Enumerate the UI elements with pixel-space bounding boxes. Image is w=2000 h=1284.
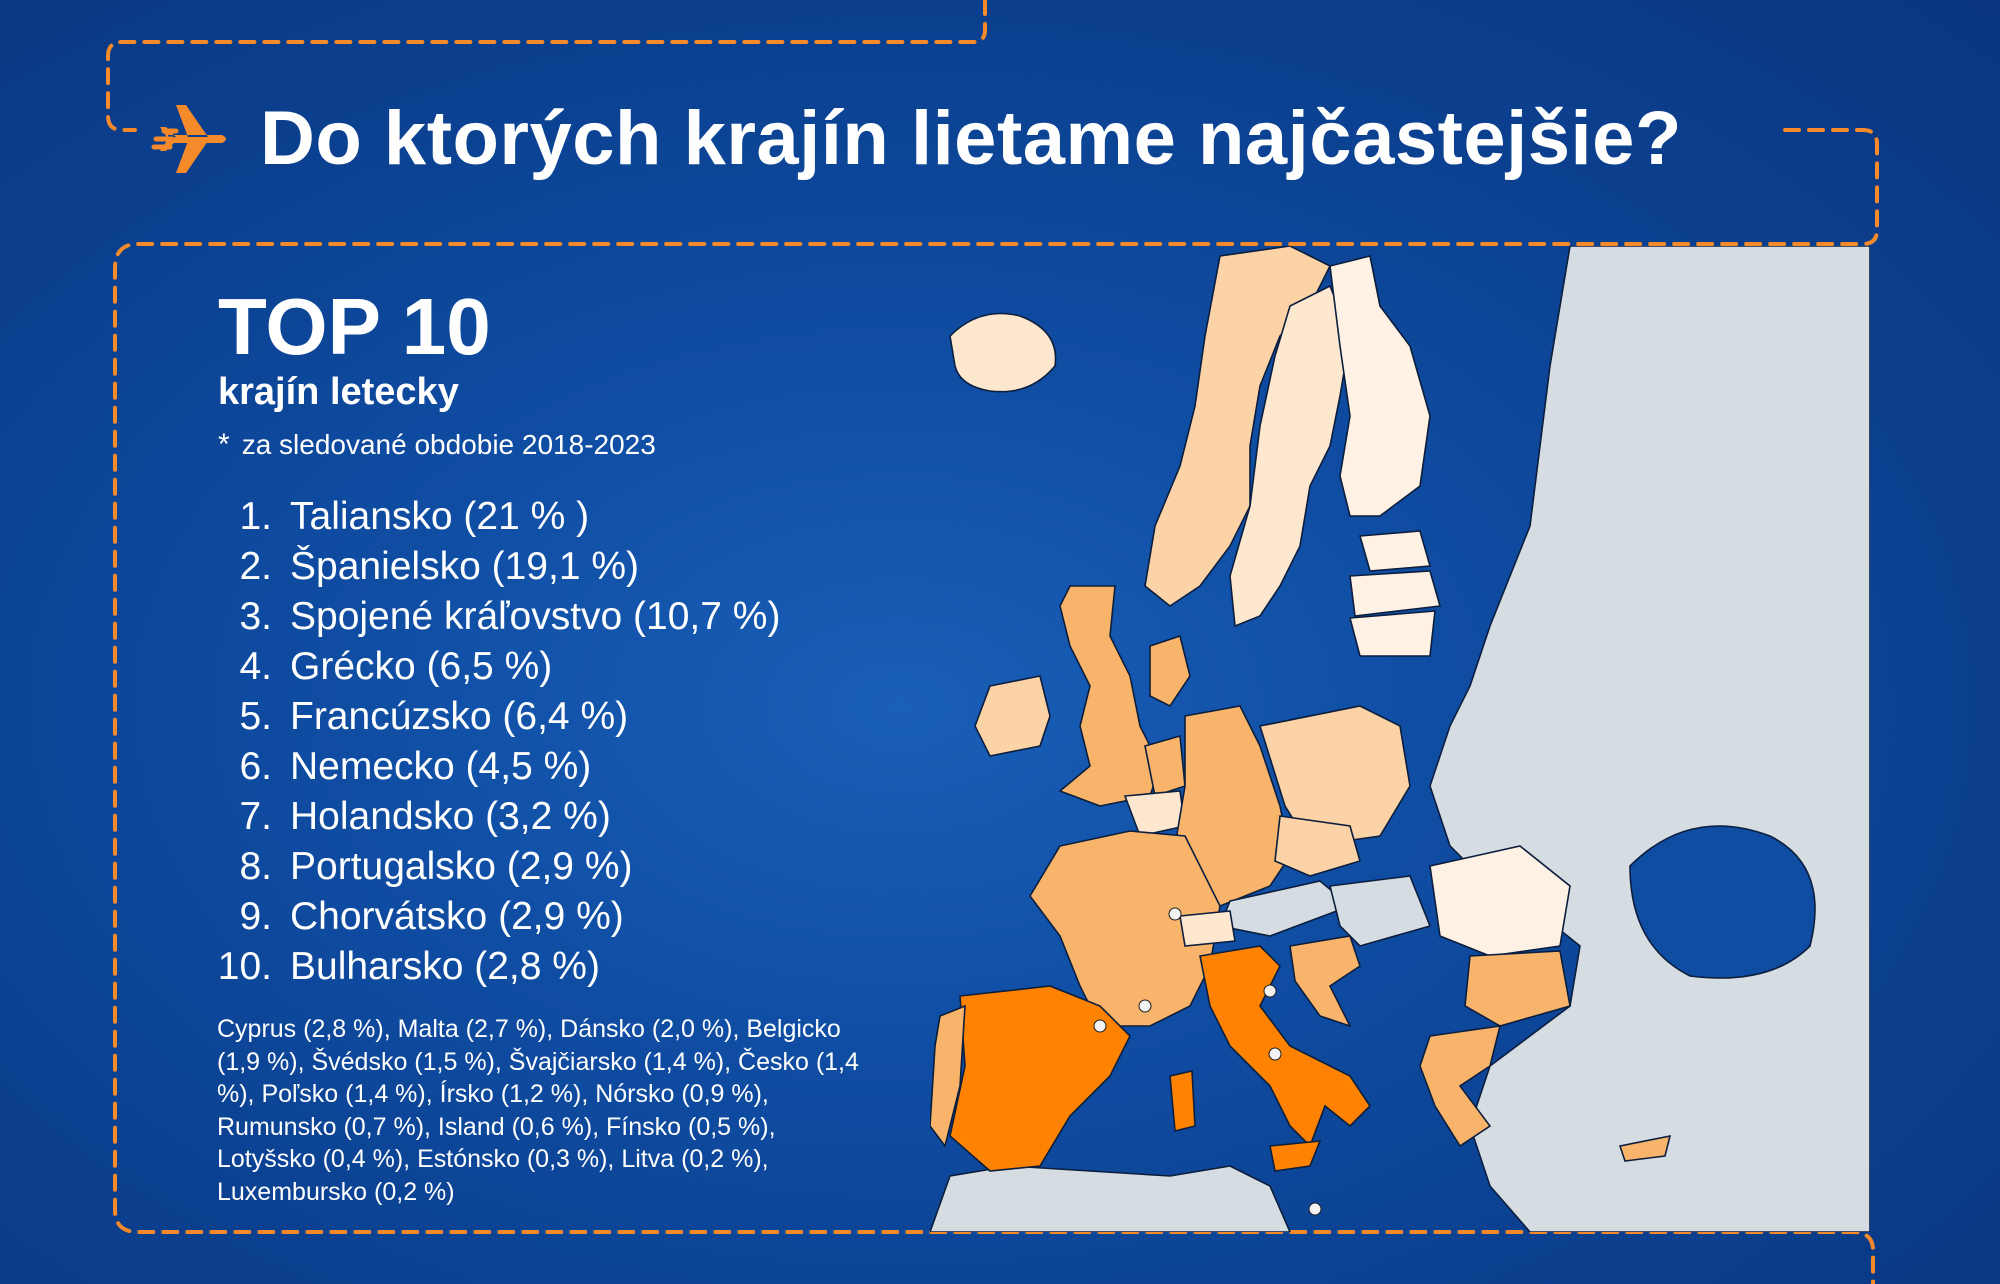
map-country-cyprus bbox=[1618, 1134, 1672, 1162]
ranking-number: 9. bbox=[239, 895, 272, 938]
map-country-ireland bbox=[974, 675, 1051, 757]
map-country-estonia bbox=[1358, 530, 1432, 572]
map-country-croatia bbox=[1289, 935, 1361, 1028]
map-country-germany bbox=[1174, 705, 1291, 907]
map-country-bulgaria bbox=[1464, 950, 1571, 1027]
ranking-number: 5. bbox=[239, 695, 272, 738]
ranking-number: 1. bbox=[239, 495, 272, 538]
map-country-portugal bbox=[930, 1004, 966, 1148]
ranking-label: Francúzsko (6,4 %) bbox=[290, 695, 629, 738]
map-country-greece bbox=[1419, 1025, 1502, 1148]
map-country-poland bbox=[1258, 705, 1411, 847]
map-marker bbox=[1168, 907, 1182, 921]
map-country-iceland bbox=[949, 312, 1057, 393]
ranking-number: 6. bbox=[239, 745, 272, 788]
ranking-label: Portugalsko (2,9 %) bbox=[290, 845, 633, 888]
ranking-number: 4. bbox=[239, 645, 272, 688]
ranking-list: 1. Taliansko (21 % ) 2. Španielsko (19,1 %… bbox=[218, 492, 898, 992]
ranking-label: Španielsko (19,1 %) bbox=[290, 545, 640, 588]
ranking-number: 7. bbox=[239, 795, 272, 838]
map-region-east bbox=[1429, 246, 1870, 1232]
ranking-label: Holandsko (3,2 %) bbox=[290, 795, 611, 838]
map-country-spain bbox=[949, 985, 1131, 1172]
ranking-number: 8. bbox=[239, 845, 272, 888]
map-marker bbox=[1268, 1047, 1282, 1061]
plane-icon bbox=[151, 104, 226, 173]
map-marker bbox=[1138, 999, 1152, 1013]
ranking-number: 10. bbox=[217, 945, 272, 988]
map-country-france bbox=[1029, 830, 1221, 1027]
top10-subheading: krajín letecky bbox=[218, 371, 459, 413]
period-note: * za sledované obdobie 2018-2023 bbox=[218, 428, 898, 462]
map-marker bbox=[1263, 984, 1277, 998]
ranking-item: 2. Španielsko (19,1 %) bbox=[218, 542, 898, 592]
map-region-black-sea bbox=[1629, 825, 1816, 979]
ranking-item: 7. Holandsko (3,2 %) bbox=[218, 792, 898, 842]
ranking-label: Taliansko (21 % ) bbox=[290, 495, 590, 538]
map-country-hungary bbox=[1329, 875, 1432, 947]
top10-heading: TOP 10 bbox=[218, 282, 491, 371]
map-country-uk bbox=[1058, 585, 1161, 807]
europe-map bbox=[930, 246, 1870, 1232]
ranking-label: Bulharsko (2,8 %) bbox=[290, 945, 600, 988]
map-country-sicily bbox=[1269, 1140, 1322, 1172]
ranking-number: 2. bbox=[239, 545, 272, 588]
ranking-item: 8. Portugalsko (2,9 %) bbox=[218, 842, 898, 892]
map-country-czechia bbox=[1274, 815, 1361, 877]
map-country-belgium bbox=[1123, 790, 1186, 837]
ranking-item: 9. Chorvátsko (2,9 %) bbox=[218, 892, 898, 942]
ranking-item: 6. Nemecko (4,5 %) bbox=[218, 742, 898, 792]
ranking-item: 3. Spojené kráľovstvo (10,7 %) bbox=[218, 592, 898, 642]
asterisk-icon: * bbox=[218, 428, 230, 461]
map-country-italy bbox=[1199, 945, 1372, 1148]
info-panel: TOP 10 krajín letecky * za sledované obd… bbox=[218, 285, 898, 992]
period-text: za sledované obdobie 2018-2023 bbox=[241, 429, 656, 460]
map-country-lithuania bbox=[1348, 610, 1436, 657]
ranking-item: 4. Grécko (6,5 %) bbox=[218, 642, 898, 692]
ranking-item: 1. Taliansko (21 % ) bbox=[218, 492, 898, 542]
map-country-finland bbox=[1329, 255, 1431, 517]
ranking-label: Grécko (6,5 %) bbox=[290, 645, 553, 688]
other-countries-note: Cyprus (2,8 %), Malta (2,7 %), Dánsko (2… bbox=[217, 1015, 859, 1206]
ranking-label: Chorvátsko (2,9 %) bbox=[290, 895, 624, 938]
map-country-switzerland bbox=[1179, 910, 1236, 947]
map-country-sardinia bbox=[1169, 1070, 1196, 1133]
title-row: Do ktorých krajín lietame najčastejšie? bbox=[150, 95, 1682, 182]
map-marker bbox=[1093, 1019, 1107, 1033]
map-region-north-africa bbox=[930, 1165, 1291, 1232]
ranking-number: 3. bbox=[239, 595, 272, 638]
ranking-label: Nemecko (4,5 %) bbox=[290, 745, 592, 788]
map-country-romania bbox=[1429, 845, 1571, 957]
ranking-item: 5. Francúzsko (6,4 %) bbox=[218, 692, 898, 742]
map-marker bbox=[1308, 1202, 1322, 1216]
page-title: Do ktorých krajín lietame najčastejšie? bbox=[260, 96, 1682, 181]
map-country-latvia bbox=[1349, 570, 1442, 617]
map-country-denmark bbox=[1149, 634, 1191, 708]
ranking-label: Spojené kráľovstvo (10,7 %) bbox=[290, 595, 781, 638]
ranking-item: 10. Bulharsko (2,8 %) bbox=[218, 942, 898, 992]
